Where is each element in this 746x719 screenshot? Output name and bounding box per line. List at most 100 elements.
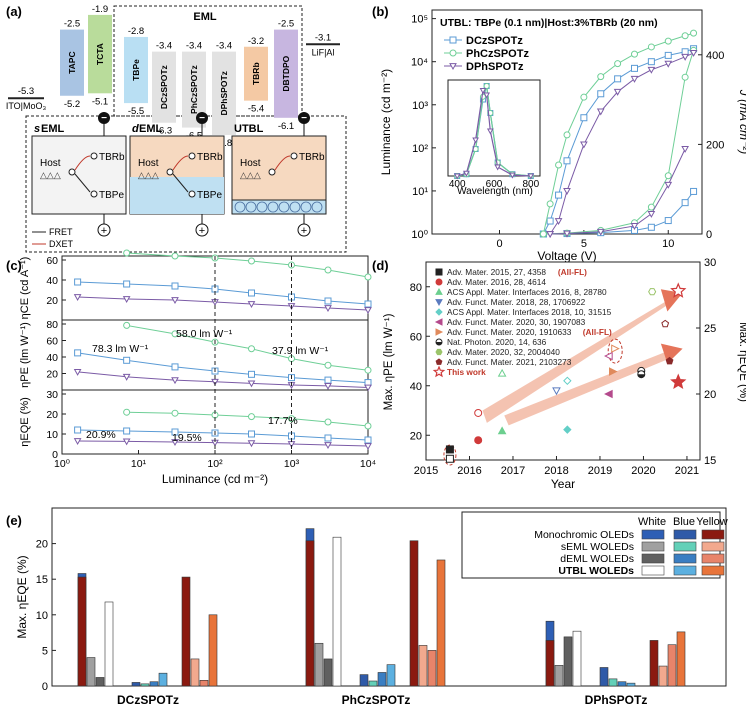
b-lum-point <box>596 108 605 116</box>
b-j-point <box>539 230 547 238</box>
c-point <box>123 408 131 416</box>
d-legend-marker-4 <box>435 308 443 316</box>
level-lumo-2: -1.9 <box>92 4 108 15</box>
b-j-point <box>690 187 698 195</box>
mech-title-1: EML <box>139 123 163 135</box>
e-bar-2-1 <box>554 665 564 687</box>
allfl-ellipse-2 <box>607 338 623 364</box>
e-bar-1-8 <box>409 540 419 687</box>
legend-fret-label: FRET <box>49 227 73 237</box>
c-ytick-label: 30 <box>46 389 58 401</box>
mech-red-label-1: TBRb <box>197 152 223 163</box>
e-legend-swatch-1-0 <box>641 541 665 552</box>
d-legend-label-7: Nat. Photon. 2020, 14, 636 <box>447 337 547 347</box>
inset-point <box>527 173 535 180</box>
mech-red-node-0 <box>90 152 98 160</box>
inset-point <box>463 170 470 177</box>
c-point <box>171 330 179 338</box>
c-point <box>247 345 255 353</box>
d-legend-label-10: This work <box>447 367 486 377</box>
c-point <box>171 377 179 385</box>
d-xtick-label: 2017 <box>501 465 525 477</box>
b-ytick-label-2: 10² <box>412 143 428 155</box>
c-point <box>171 428 179 436</box>
c-ylabel-1: ηPE (lm W⁻¹) <box>19 322 31 388</box>
level-homo-8: -6.1 <box>278 121 294 132</box>
e-bar-2-4 <box>599 667 609 687</box>
b-legend-marker-2 <box>449 63 457 71</box>
b-lum-point <box>690 29 698 37</box>
benchmark-chart: 2015 2016 2017 2018 2019 2020 2021 20 40 60 80 15 20… <box>383 257 746 491</box>
e-bar-1-10 <box>427 650 437 687</box>
inset-point <box>486 128 494 135</box>
mech-host-node-0 <box>68 168 76 176</box>
level-lumo-4: -3.4 <box>156 41 172 52</box>
c-point <box>324 376 332 384</box>
c-point <box>123 427 131 435</box>
panel-label-b: (b) <box>372 4 389 19</box>
d-legend-label-6: Adv. Funct. Mater. 2020, 1910633 <box>447 327 572 337</box>
c-point <box>122 438 131 446</box>
e-bar-1-11 <box>436 559 446 687</box>
level-homo-2: -5.1 <box>92 96 108 107</box>
level-lumo-9: -3.1 <box>315 32 331 43</box>
b-legend-label-0: DCzSPOTz <box>466 35 523 47</box>
c-xtick-label: 10² <box>207 458 223 470</box>
d-legend-tag-0: (All-FL) <box>558 267 587 277</box>
level-bar-3 <box>124 36 148 104</box>
c-point <box>324 418 332 426</box>
trend-arrow-eqe <box>504 348 674 426</box>
inset-point <box>453 173 461 180</box>
mech-red-label-2: TBRb <box>299 152 325 163</box>
chart-d-ylabel: Max. ηPE (lm W⁻¹) <box>383 313 395 410</box>
d-legend-label-3: Adv. Funct. Mater. 2018, 28, 1706922 <box>447 297 586 307</box>
b-ytick-label-4: 10⁴ <box>411 57 428 69</box>
b-ytick-label-1: 10¹ <box>412 186 428 198</box>
e-bar-2-5 <box>608 678 618 687</box>
d-pe-point-0 <box>445 454 454 463</box>
d-legend-marker-2 <box>435 287 443 295</box>
electron-sign: − <box>301 113 307 124</box>
e-bar-0-8 <box>181 576 191 687</box>
mech-title-prefix-1: d <box>132 123 139 135</box>
c-point <box>171 363 179 371</box>
ultrathin-molecule <box>300 201 312 213</box>
e-bar-0-7 <box>158 672 168 687</box>
c-ytick-label: 60 <box>46 255 58 267</box>
c-point <box>247 301 256 309</box>
e-legend-row-2: dEML WOLEDs <box>560 553 634 565</box>
ultrathin-molecule <box>289 201 301 213</box>
d-y2tick-label: 25 <box>704 323 716 335</box>
c-ytick-label: 20 <box>46 295 58 307</box>
b-j-line-1 <box>543 50 695 235</box>
e-bar-overlay-2 <box>545 640 555 687</box>
panel-label-a: (a) <box>6 4 22 19</box>
e-ytick-label: 5 <box>42 645 48 657</box>
mech-red-node-1 <box>188 152 196 160</box>
b-lum-point <box>563 188 571 195</box>
mech-red-label-0: TBRb <box>99 152 125 163</box>
c-point <box>364 436 372 444</box>
b-lum-point <box>563 131 571 139</box>
b-lum-point <box>664 51 672 59</box>
e-legend-swatch-2-1 <box>673 553 697 564</box>
d-xtick-label: 2019 <box>588 465 612 477</box>
e-bar-1-2 <box>323 658 333 687</box>
c-point <box>247 370 255 378</box>
d-legend-label-0: Adv. Mater. 2015, 27, 4358 <box>447 267 546 277</box>
e-category-2: DPhSPOTz <box>585 693 648 707</box>
b-y2tick-label-2: 400 <box>706 50 724 62</box>
level-lumo-3: -2.8 <box>128 26 144 37</box>
e-bar-1-5 <box>368 680 378 687</box>
c-point <box>324 361 332 369</box>
d-pe-point-5 <box>604 351 613 361</box>
mech-red-node-2 <box>290 152 298 160</box>
e-bar-0-9 <box>190 658 200 687</box>
e-bar-2-3 <box>572 630 582 687</box>
chart-b-y2label: J (mA cm⁻²) <box>737 89 746 155</box>
e-bar-2-2 <box>563 636 573 687</box>
e-bar-2-8 <box>649 640 659 687</box>
b-lum-point <box>631 64 638 72</box>
inset-xlabel: Wavelength (nm) <box>457 186 533 197</box>
